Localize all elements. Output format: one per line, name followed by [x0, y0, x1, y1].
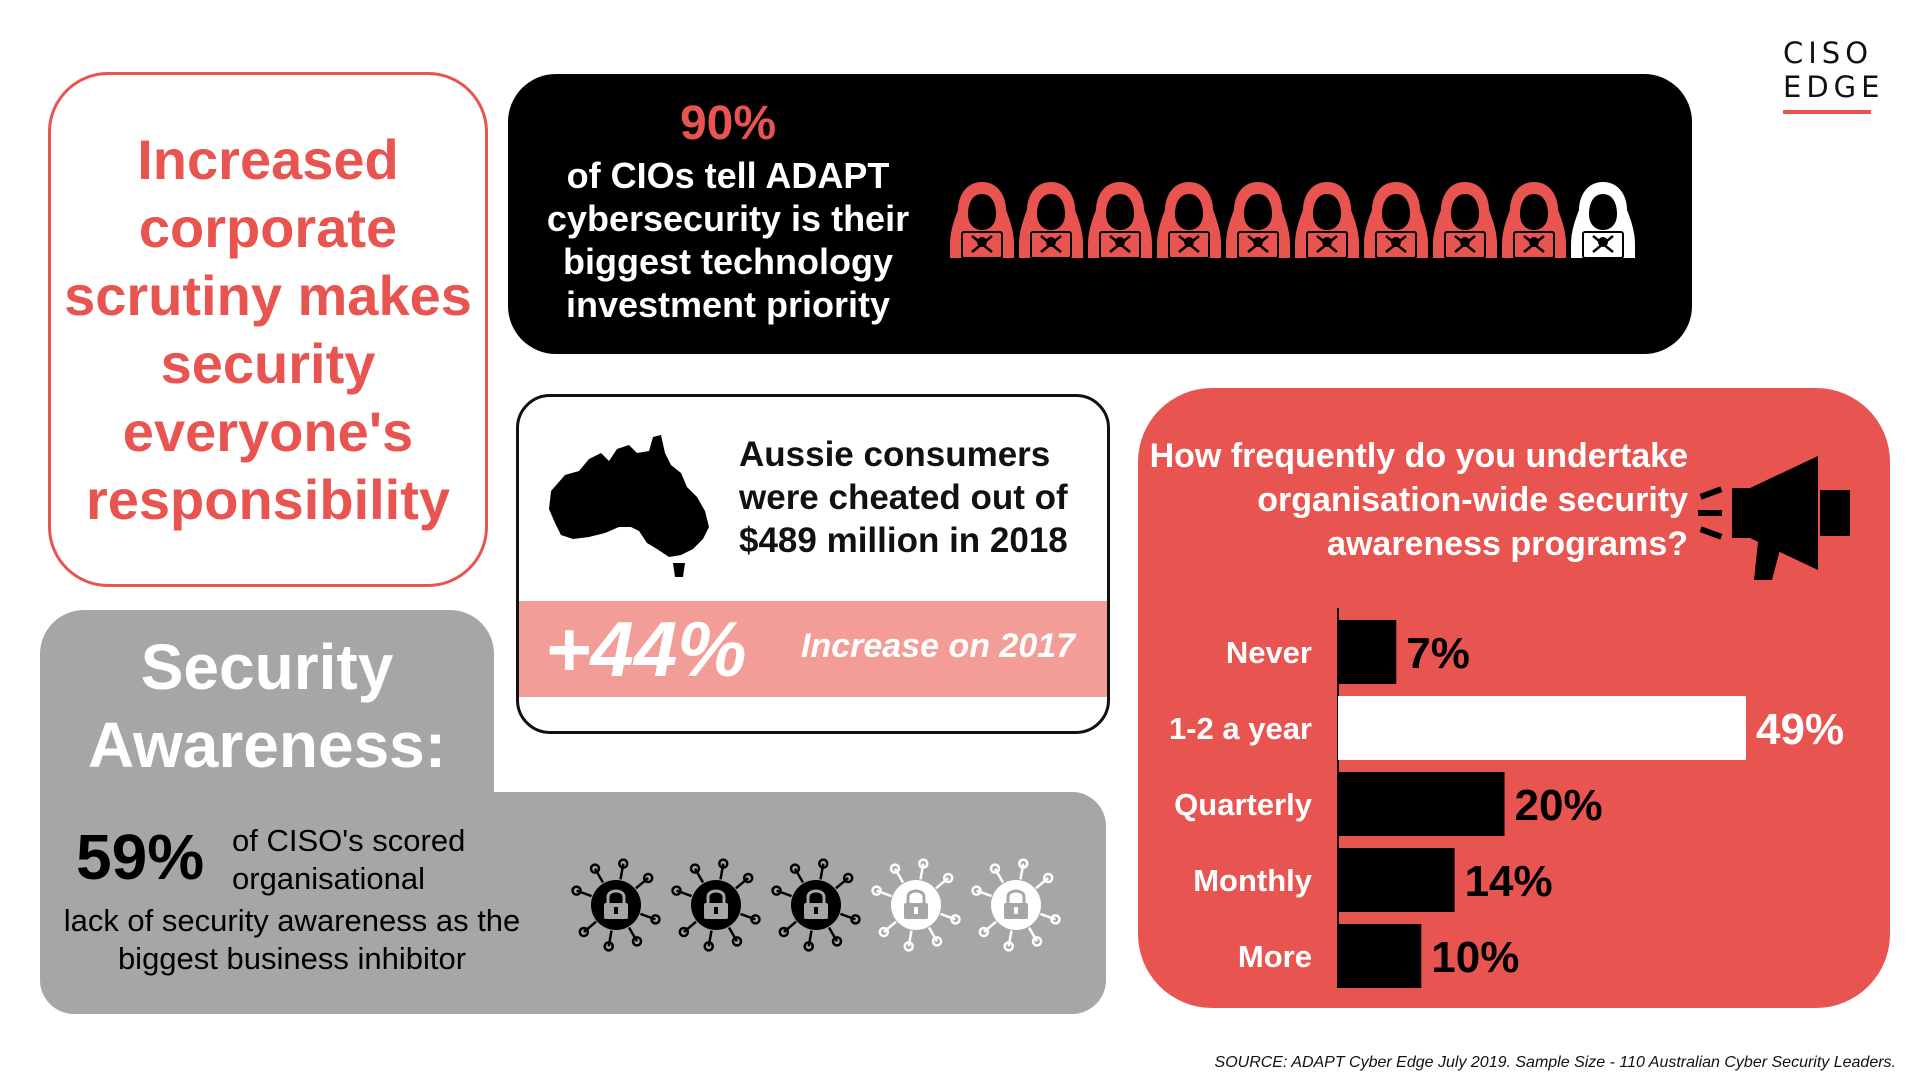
hacker-icon	[1295, 182, 1359, 259]
lock-icon-row	[566, 855, 1066, 955]
hacker-icon	[1226, 182, 1290, 259]
bar-more	[1338, 924, 1422, 988]
hacker-icon-row	[948, 180, 1637, 260]
bar-never	[1338, 620, 1397, 684]
cio-priority-card: 90% of CIOs tell ADAPT cybersecurity is …	[508, 74, 1692, 354]
value-label: 14%	[1465, 857, 1553, 906]
increase-label: Increase on 2017	[801, 627, 1076, 665]
value-label: 10%	[1431, 933, 1519, 982]
australia-fraud-card: Aussie consumers were cheated out of $48…	[516, 394, 1110, 734]
hacker-icon	[1088, 182, 1152, 259]
value-label: 20%	[1515, 781, 1603, 830]
bar-1-2-a-year	[1338, 696, 1746, 760]
category-label: More	[1238, 939, 1312, 974]
value-label: 49%	[1756, 705, 1844, 754]
security-awareness-title: Security Awareness:	[87, 631, 447, 781]
hacker-icon	[1364, 182, 1428, 259]
australia-map-icon	[549, 435, 709, 577]
increase-value: +44%	[545, 605, 747, 693]
headline-card: Increased corporate scrutiny makes secur…	[48, 72, 488, 587]
bar-monthly	[1338, 848, 1455, 912]
security-awareness-desc-2: lack of security awareness as the bigges…	[63, 903, 521, 976]
category-label: Monthly	[1193, 863, 1313, 898]
hacker-icon	[1502, 182, 1566, 259]
australia-fraud-text: Aussie consumers were cheated out of $48…	[739, 435, 1068, 560]
logo-underline	[1783, 110, 1871, 114]
cio-description: of CIOs tell ADAPT cybersecurity is thei…	[546, 155, 910, 325]
value-label: 7%	[1406, 629, 1470, 678]
lock-icon	[871, 858, 961, 952]
survey-question: How frequently do you undertake organisa…	[1149, 437, 1688, 563]
logo-line-2: EDGE	[1783, 70, 1885, 104]
security-awareness-desc-1: of CISO's scored organisational	[232, 823, 466, 896]
category-label: 1-2 a year	[1169, 711, 1312, 746]
lock-icon	[771, 858, 861, 952]
frequency-bar-chart: Never 7% 1-2 a year 49% Quarterly 20% Monthly 1…	[1169, 608, 1844, 988]
increase-band: +44% Increase on 2017	[519, 601, 1107, 697]
megaphone-icon	[1698, 456, 1850, 580]
hacker-icon	[1157, 182, 1221, 259]
ciso-edge-logo: CISO EDGE	[1783, 36, 1883, 114]
hacker-icon	[1019, 182, 1083, 259]
lock-icon	[971, 858, 1061, 952]
cio-percent: 90%	[679, 97, 777, 150]
hacker-icon	[1571, 182, 1635, 259]
category-label: Quarterly	[1174, 787, 1313, 822]
survey-card: How frequently do you undertake organisa…	[1138, 388, 1890, 1008]
security-awareness-percent: 59%	[76, 821, 205, 893]
lock-icon	[571, 858, 661, 952]
category-label: Never	[1226, 635, 1312, 670]
bar-quarterly	[1338, 772, 1505, 836]
headline-text: Increased corporate scrutiny makes secur…	[64, 127, 472, 531]
lock-icon	[671, 858, 761, 952]
logo-line-1: CISO	[1783, 36, 1874, 70]
hacker-icon	[950, 182, 1014, 259]
hacker-icon	[1433, 182, 1497, 259]
source-note: SOURCE: ADAPT Cyber Edge July 2019. Samp…	[1214, 1054, 1896, 1071]
